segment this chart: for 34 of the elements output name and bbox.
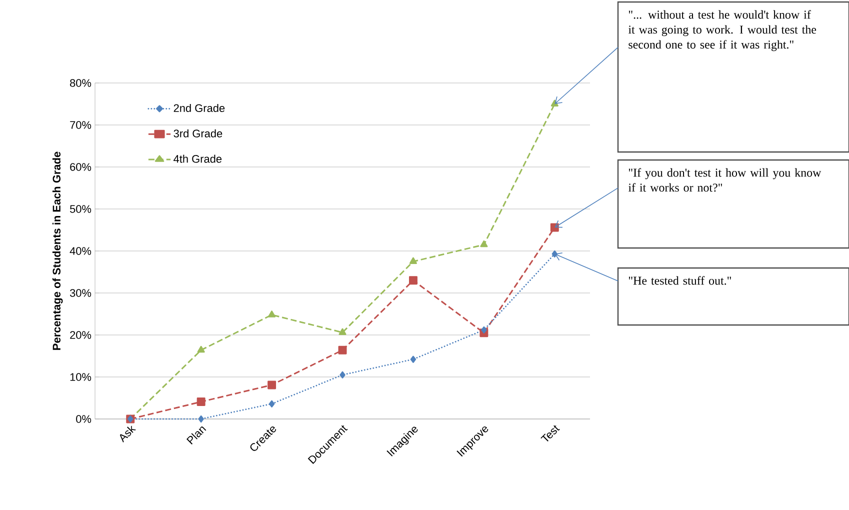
point (268, 380, 276, 390)
point (480, 240, 488, 248)
annotation: "... without a test he would't know if it was going to work. I would test the second one to see if it was right." (628, 10, 816, 52)
point (196, 398, 206, 406)
point (338, 346, 347, 354)
y-tick-label: 40% (70, 247, 92, 255)
annotation: "He tested stuff out." (628, 276, 731, 285)
y-tick-label: 10% (70, 373, 92, 381)
point (410, 356, 416, 363)
point (338, 328, 346, 335)
y-tick-label: 50% (70, 205, 92, 213)
annotation: "If you don't test it how will you know if it works or not?" (628, 168, 822, 192)
point (409, 257, 417, 264)
point (340, 371, 346, 378)
x-tick-label: Test (540, 425, 560, 442)
y-tick-label: 70% (70, 121, 92, 129)
y-tick-label: 60% (70, 163, 92, 171)
legend-label: 2nd Grade (174, 104, 225, 112)
point (268, 400, 275, 408)
point (481, 326, 487, 334)
point (197, 346, 205, 353)
legend-label: 4th Grade (174, 154, 222, 163)
point (268, 310, 276, 318)
y-tick-label: 80% (70, 79, 92, 87)
point (408, 276, 418, 285)
y-tick-label: 20% (70, 331, 92, 339)
point (552, 250, 558, 258)
point (198, 415, 204, 423)
y-axis-title: Percentage of Students in Each Grade (52, 152, 63, 350)
legend-label: 3rd Grade (174, 129, 222, 138)
x-tick-label: Plan (186, 426, 206, 444)
x-tick-label: Ask (120, 426, 136, 442)
y-tick-label: 30% (70, 289, 92, 297)
y-tick-label: 0% (76, 415, 92, 423)
